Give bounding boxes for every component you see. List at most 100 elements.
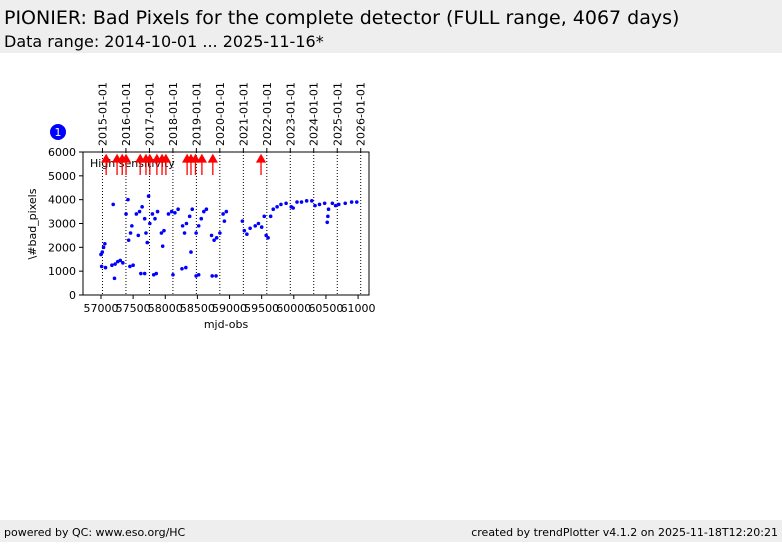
point: [245, 232, 249, 237]
point: [262, 214, 267, 219]
point: [310, 199, 314, 203]
x2-tick-label: 2019-01-01: [190, 82, 203, 146]
point: [326, 207, 331, 211]
x2-tick-label: 2020-01-01: [214, 82, 227, 146]
point: [291, 206, 295, 210]
x2-tick-label: 2017-01-01: [143, 82, 156, 146]
x-tick-label: 58500: [180, 302, 215, 315]
x-tick-label: 59500: [244, 302, 279, 315]
point: [110, 263, 114, 268]
badge-label: 1: [55, 126, 62, 139]
point: [326, 214, 330, 219]
x-tick-label: 57500: [116, 302, 151, 315]
out-of-range-arrow: [135, 153, 146, 175]
point: [173, 210, 177, 215]
out-of-range-arrow: [160, 153, 172, 175]
point: [209, 233, 214, 238]
point: [180, 266, 184, 271]
point: [279, 202, 283, 207]
point: [99, 264, 104, 269]
point: [166, 212, 171, 216]
y-tick-label: 1000: [48, 265, 76, 278]
y-tick-label: 2000: [48, 241, 76, 254]
header-band: [0, 0, 782, 53]
point: [144, 231, 148, 235]
point: [126, 238, 131, 242]
point: [196, 224, 201, 228]
point: [248, 226, 252, 231]
point: [259, 225, 264, 229]
point: [113, 262, 117, 266]
point: [140, 205, 144, 209]
point: [343, 201, 348, 206]
point: [264, 233, 268, 238]
out-of-range-arrow: [144, 153, 155, 175]
point: [155, 209, 160, 214]
point: [137, 209, 142, 214]
point: [180, 224, 185, 228]
point: [266, 236, 270, 240]
title: PIONIER: Bad Pixels for the complete det…: [4, 7, 679, 29]
point: [148, 221, 152, 226]
point: [176, 207, 180, 211]
point: [169, 209, 174, 214]
point: [160, 244, 165, 248]
point: [142, 216, 147, 221]
point: [222, 219, 227, 223]
point: [184, 221, 189, 226]
point: [101, 245, 106, 250]
point: [204, 207, 209, 211]
x-tick-label: 60500: [308, 302, 343, 315]
out-of-range-arrow: [120, 153, 132, 175]
point: [145, 240, 150, 245]
point: [221, 212, 225, 216]
point: [336, 202, 341, 207]
x-tick-label: 60000: [276, 302, 311, 315]
x2-tick-label: 2018-01-01: [167, 82, 180, 146]
badge: [50, 124, 66, 140]
point: [146, 194, 151, 198]
y-tick-label: 0: [69, 289, 76, 302]
point: [142, 271, 147, 276]
y-label: \#bad_pixels: [26, 188, 39, 259]
point: [112, 276, 117, 281]
point: [162, 228, 166, 233]
x2-tick-label: 2021-01-01: [237, 82, 250, 146]
out-of-range-arrow: [190, 153, 201, 175]
point: [268, 214, 273, 219]
x-tick-label: 59000: [212, 302, 247, 315]
point: [214, 274, 218, 278]
x-tick-label: 57000: [83, 302, 118, 315]
point: [124, 212, 128, 216]
point: [150, 212, 155, 216]
footer-band: [0, 520, 782, 542]
point: [325, 220, 330, 225]
point: [171, 272, 175, 277]
x2-tick-label: 2023-01-01: [284, 82, 297, 146]
point: [333, 203, 338, 208]
point: [182, 231, 187, 235]
point: [126, 197, 130, 202]
point: [190, 207, 195, 211]
point: [271, 207, 276, 211]
point: [111, 202, 116, 207]
point: [134, 212, 139, 216]
out-of-range-arrow: [196, 153, 208, 175]
x-tick-label: 61000: [341, 302, 376, 315]
point: [253, 224, 258, 228]
point: [256, 221, 261, 226]
point: [128, 231, 133, 235]
x2-tick-label: 2026-01-01: [355, 82, 368, 146]
y-tick-label: 5000: [48, 170, 76, 183]
point: [100, 250, 105, 254]
point: [299, 200, 304, 204]
footer-left: powered by QC: www.eso.org/HC: [4, 526, 186, 539]
x-label: mjd-obs: [204, 318, 249, 331]
point: [130, 224, 134, 228]
footer-right: created by trendPlotter v4.1.2 on 2025-1…: [471, 526, 778, 539]
point: [199, 216, 204, 221]
point: [159, 231, 164, 235]
point: [304, 199, 309, 203]
point: [295, 200, 299, 204]
